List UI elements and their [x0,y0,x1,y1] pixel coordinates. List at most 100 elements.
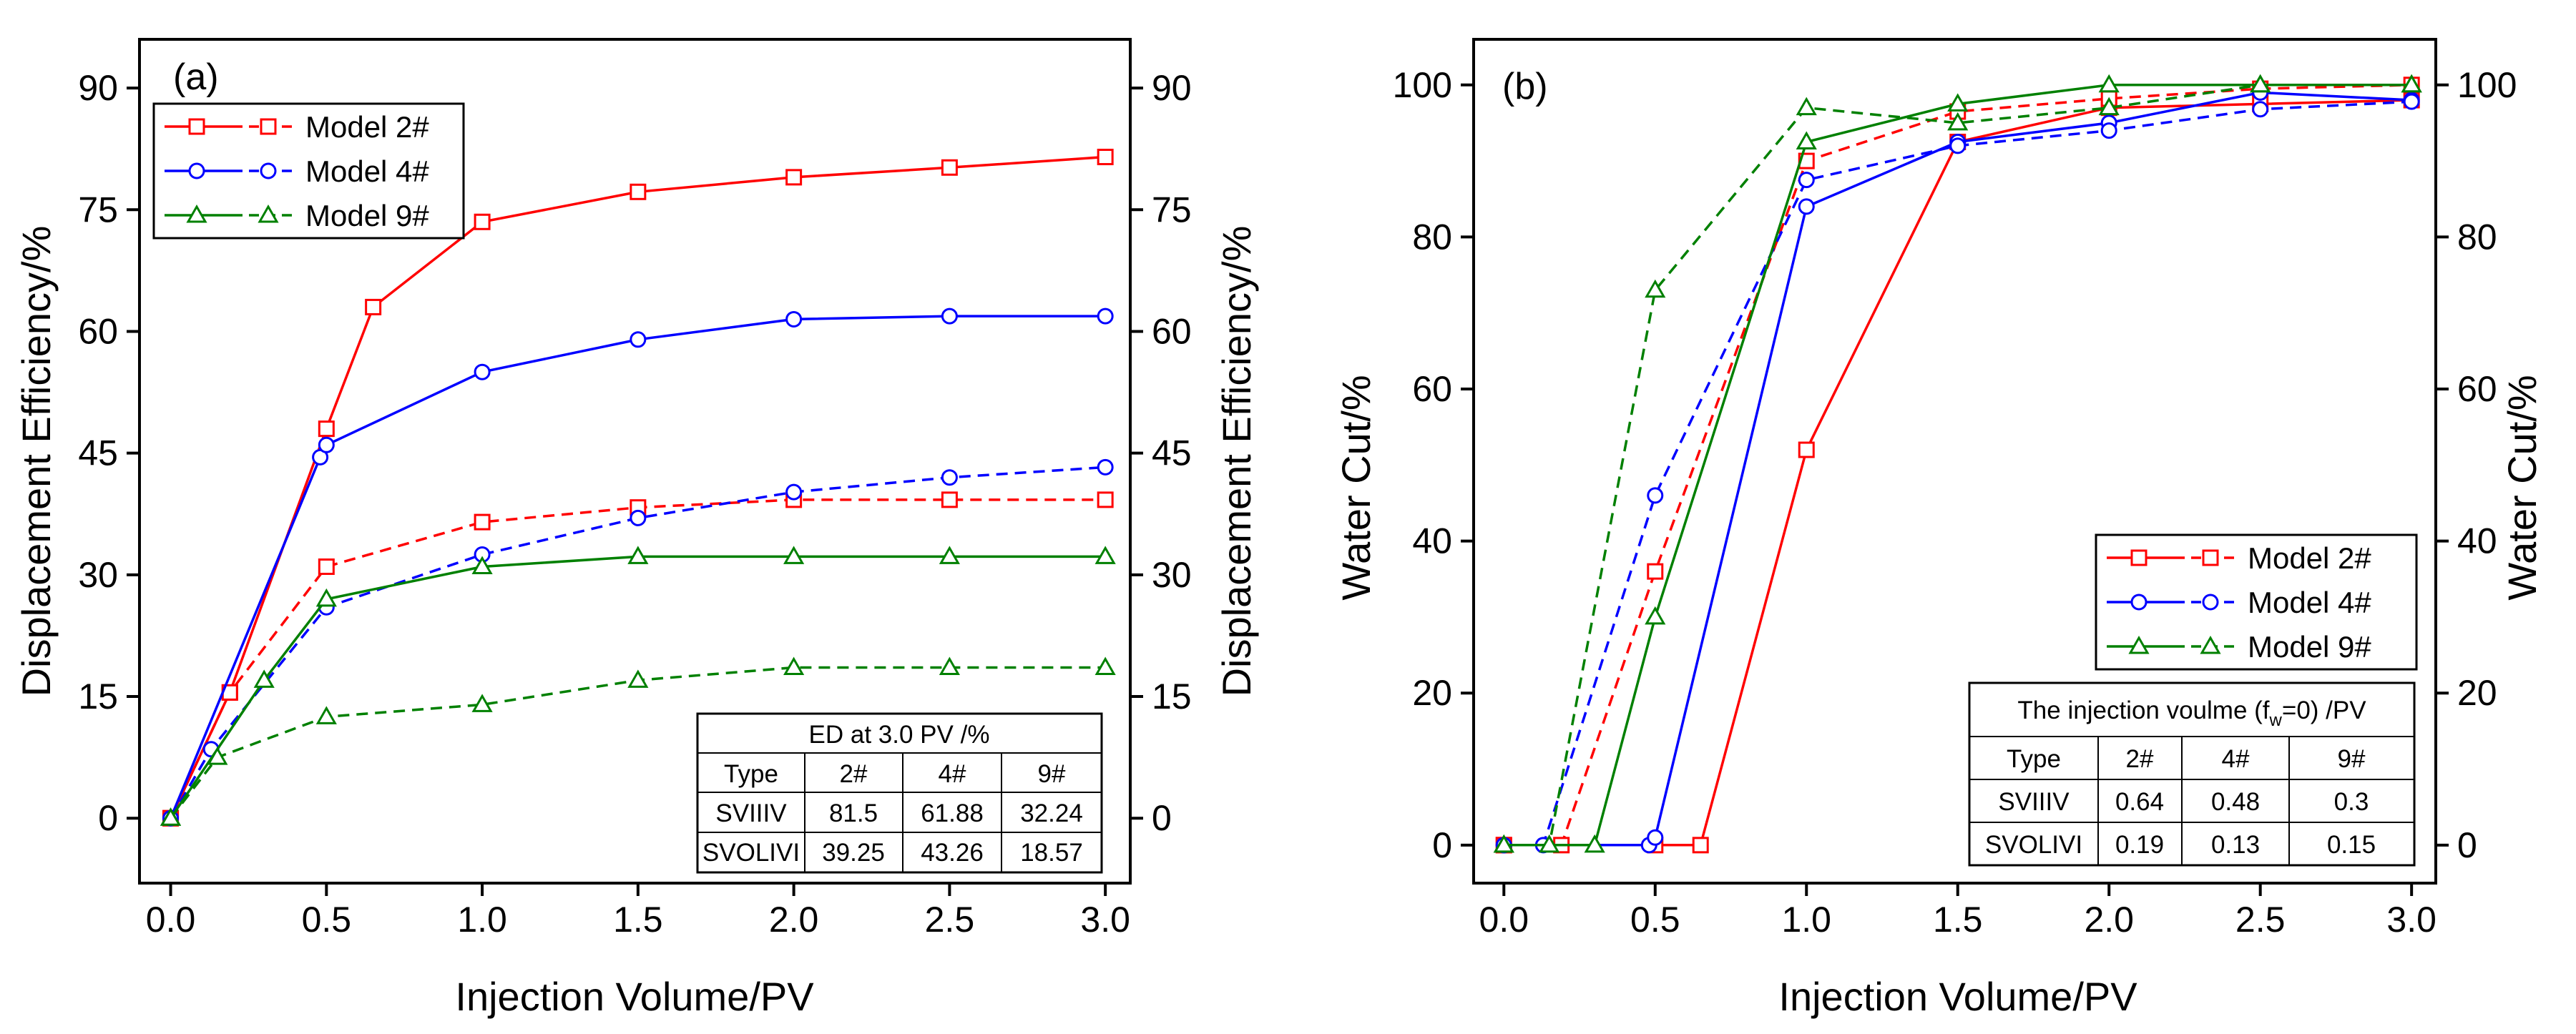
data-point-b-3-6 [2252,101,2269,118]
legend-marker-solid-a-1 [188,162,205,179]
data-point-a-2-3 [474,363,491,380]
axis-ticks-b: 0.0 0.5 1.0 1.5 2.0 2.5 3.0 0 0 20 20 40 40 60 60 80 80 1… [1393,65,2517,940]
data-point-a-0-4 [474,213,491,230]
data-point-a-5-0 [160,807,182,826]
data-point-b-1-2 [1647,563,1664,580]
table-cell-a-r0c2: 61.88 [921,799,984,827]
data-point-b-3-4 [1949,137,1967,154]
table-header-4-a: 4# [939,760,966,788]
legend-marker-solid-a-2 [186,204,207,223]
x-tick-label-a-1: 0.5 [302,900,352,940]
y-tick-label-left-b-2: 40 [1412,521,1452,561]
x-tick-label-b-1: 0.5 [1630,900,1680,940]
y-tick-label-left-b-3: 60 [1412,369,1452,409]
y-axis-label-right-b: Water Cut/% [2499,375,2545,600]
legend-label-b-2: Model 9# [2248,630,2371,664]
y-tick-label-right-a-6: 90 [1152,68,1192,108]
y-tick-label-left-a-4: 60 [78,311,118,351]
data-point-b-3-2 [1647,487,1664,504]
y-tick-label-right-b-0: 0 [2457,825,2477,865]
table-title-b-pre: The injection voulme (f [2017,696,2269,724]
y-tick-label-right-b-5: 100 [2457,65,2517,105]
data-point-a-3-4 [630,509,647,526]
data-point-b-4-1 [1584,834,1605,853]
data-point-b-0-2 [1692,837,1709,854]
legend-marker-solid-b-2 [2128,635,2150,654]
data-point-b-5-3 [1796,97,1817,116]
data-point-b-5-0 [1493,834,1514,853]
table-cell-b-r1c1: 0.19 [2115,831,2164,859]
x-tick-label-a-6: 3.0 [1080,900,1130,940]
table-cell-a-r0c1: 81.5 [829,799,878,827]
data-point-a-5-3 [471,694,493,712]
legend-marker-dashed-a-0 [260,118,277,135]
y-axis-label-b: Water Cut/% [1333,375,1378,600]
table-header-2-a: 2# [840,760,868,788]
results-table-b: The injection voulme (fw=0) /PV Type 2# … [1968,681,2416,867]
table-cell-a-r1c1: 39.25 [822,839,885,867]
data-point-b-5-4 [1947,112,1969,131]
table-title-b-post: =0) /PV [2282,696,2366,724]
panel-label-a: (a) [173,56,219,98]
axis-ticks-a: 0.0 0.5 1.0 1.5 2.0 2.5 3.0 0 0 15 15 30 30 45 45 60 60 7… [78,68,1191,940]
data-point-b-3-5 [2100,122,2117,139]
table-header-9-a: 9# [1038,760,1066,788]
y-tick-label-right-a-1: 15 [1152,676,1192,717]
y-axis-label-a: Displacement Efficiency/% [14,226,59,697]
series-layer-b [1493,74,2422,854]
data-point-b-3-3 [1798,172,1815,189]
legend-entries-a: Model 2# Model 4# Model 9# [165,110,429,232]
y-tick-label-right-a-3: 45 [1152,433,1192,473]
data-point-a-3-5 [785,483,803,501]
table-cell-b-r1c0: SVOLIVI [1985,831,2082,859]
data-point-b-5-1 [1539,834,1560,853]
data-point-a-0-2 [318,420,335,438]
data-point-b-4-2 [1645,606,1666,625]
data-point-b-5-7 [2401,74,2422,93]
legend-marker-dashed-a-2 [258,204,279,223]
table-cell-a-r1c3: 18.57 [1020,839,1083,867]
x-tick-label-b-4: 2.0 [2084,900,2134,940]
x-tick-label-a-4: 2.0 [769,900,819,940]
x-tick-label-b-3: 1.5 [1933,900,1983,940]
series-line-b-1 [1504,84,2412,847]
y-tick-label-right-b-3: 60 [2457,369,2497,409]
y-tick-label-left-b-1: 20 [1412,673,1452,713]
table-cell-a-r0c3: 32.24 [1020,799,1083,827]
legend-label-b-0: Model 2# [2248,541,2371,575]
data-point-a-2-5 [785,310,803,328]
table-cell-b-r1c3: 0.15 [2327,831,2376,859]
table-cell-b-r0c3: 0.3 [2334,788,2369,816]
series-layer-a [160,149,1116,827]
data-point-a-5-6 [939,656,960,676]
legend-marker-dashed-b-1 [2202,594,2219,611]
table-header-type-a: Type [724,760,778,788]
legend-marker-solid-a-0 [188,118,205,135]
data-point-a-1-7 [1097,491,1114,508]
y-tick-label-right-a-2: 30 [1152,555,1192,595]
table-title-b-sub: w [2269,711,2283,730]
table-border-b [1968,681,2416,867]
table-cell-b-r1c2: 0.13 [2211,831,2260,859]
data-point-a-4-6 [939,546,960,564]
series-line-b-5 [1504,84,2412,847]
x-tick-label-b-2: 1.0 [1781,900,1831,940]
y-tick-label-right-a-5: 75 [1152,189,1192,230]
table-cell-b-r0c0: SVIIIV [1998,788,2070,816]
series-line-b-3 [1504,100,2412,847]
data-point-a-4-1 [253,669,275,688]
data-point-b-4-3 [1796,131,1817,150]
legend-entries-b: Model 2# Model 4# Model 9# [2107,541,2371,664]
panel-a: 0.0 0.5 1.0 1.5 2.0 2.5 3.0 0 0 15 15 30 30 45 45 60 60 7… [14,38,1259,1019]
y-tick-label-left-a-6: 90 [78,68,118,108]
legend-marker-solid-b-0 [2130,549,2148,566]
table-header-9-b: 9# [2338,745,2366,773]
data-point-a-4-3 [471,556,493,574]
panel-b: 0.0 0.5 1.0 1.5 2.0 2.5 3.0 0 0 20 20 40 40 60 60 80 80 1… [1333,38,2545,1019]
legend-label-a-1: Model 4# [305,154,429,188]
y-tick-label-right-b-2: 40 [2457,521,2497,561]
data-point-b-5-6 [2250,74,2271,93]
data-point-a-5-7 [1094,656,1116,676]
table-cell-a-r1c2: 43.26 [921,839,984,867]
data-point-b-3-7 [2403,93,2420,110]
